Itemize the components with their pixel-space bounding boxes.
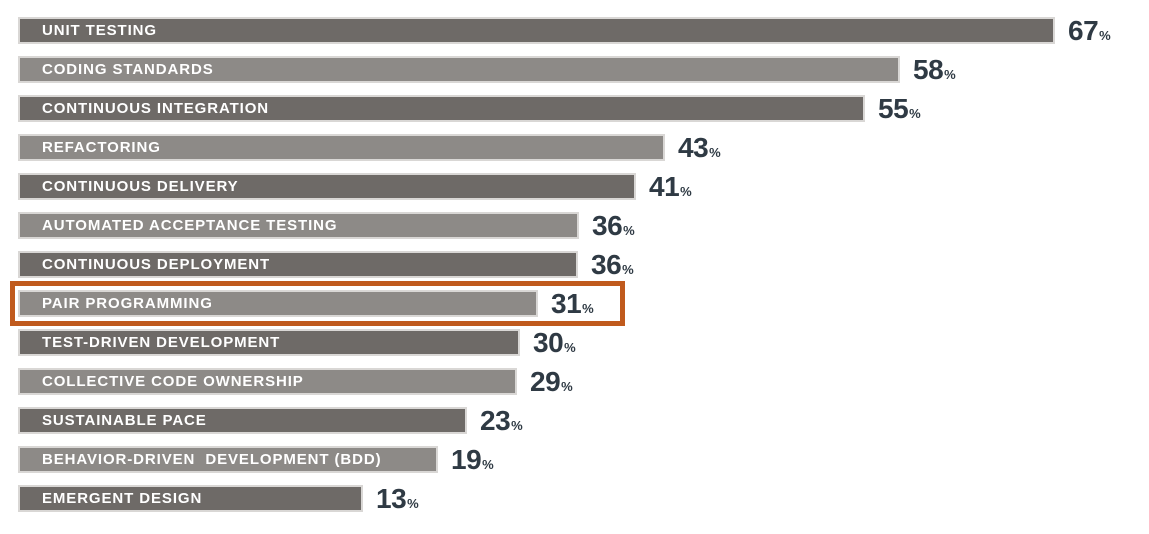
chart-row: PAIR PROGRAMMING 31 % bbox=[10, 281, 1149, 326]
percent-sign: % bbox=[564, 340, 576, 355]
value-number: 55 bbox=[878, 93, 909, 124]
chart-row: EMERGENT DESIGN 13 % bbox=[18, 483, 1149, 514]
chart-row: CONTINUOUS INTEGRATION 55 % bbox=[18, 93, 1149, 124]
bar-label: TEST-DRIVEN DEVELOPMENT bbox=[42, 333, 281, 351]
value-label: 41 % bbox=[649, 171, 692, 202]
percent-sign: % bbox=[1099, 28, 1111, 43]
bar: AUTOMATED ACCEPTANCE TESTING bbox=[18, 212, 579, 239]
value-label: 36 % bbox=[591, 249, 634, 280]
value-label: 67 % bbox=[1068, 15, 1111, 46]
percent-sign: % bbox=[407, 496, 419, 511]
value-label: 19 % bbox=[451, 444, 494, 475]
bar-label: CONTINUOUS DELIVERY bbox=[42, 177, 239, 195]
value-number: 36 bbox=[591, 249, 622, 280]
chart-row: COLLECTIVE CODE OWNERSHIP 29 % bbox=[18, 366, 1149, 397]
bar-label: AUTOMATED ACCEPTANCE TESTING bbox=[42, 216, 338, 234]
value-label: 31 % bbox=[551, 288, 594, 319]
bar: BEHAVIOR-DRIVEN DEVELOPMENT (BDD) bbox=[18, 446, 438, 473]
bar-label: UNIT TESTING bbox=[42, 21, 157, 39]
bar: TEST-DRIVEN DEVELOPMENT bbox=[18, 329, 520, 356]
bar-label: EMERGENT DESIGN bbox=[42, 489, 203, 507]
value-label: 13 % bbox=[376, 483, 419, 514]
chart-rows: UNIT TESTING 67 % CODING STANDARDS 58 % … bbox=[10, 15, 1149, 524]
chart-row: BEHAVIOR-DRIVEN DEVELOPMENT (BDD) 19 % bbox=[18, 444, 1149, 475]
value-number: 67 bbox=[1068, 15, 1099, 46]
bar: CONTINUOUS DELIVERY bbox=[18, 173, 636, 200]
bar: CONTINUOUS DEPLOYMENT bbox=[18, 251, 578, 278]
value-number: 19 bbox=[451, 444, 482, 475]
bar: CONTINUOUS INTEGRATION bbox=[18, 95, 865, 122]
percent-sign: % bbox=[482, 457, 494, 472]
value-label: 58 % bbox=[913, 54, 956, 85]
value-number: 23 bbox=[480, 405, 511, 436]
percent-sign: % bbox=[680, 184, 692, 199]
chart-row: AUTOMATED ACCEPTANCE TESTING 36 % bbox=[18, 210, 1149, 241]
bar-label: CODING STANDARDS bbox=[42, 60, 214, 78]
bar-label: CONTINUOUS DEPLOYMENT bbox=[42, 255, 271, 273]
value-number: 13 bbox=[376, 483, 407, 514]
value-label: 55 % bbox=[878, 93, 921, 124]
bar-label: SUSTAINABLE PACE bbox=[42, 411, 207, 429]
bar: COLLECTIVE CODE OWNERSHIP bbox=[18, 368, 517, 395]
bar: CODING STANDARDS bbox=[18, 56, 900, 83]
bar-label: REFACTORING bbox=[42, 138, 161, 156]
value-label: 29 % bbox=[530, 366, 573, 397]
percent-sign: % bbox=[582, 301, 594, 316]
value-number: 43 bbox=[678, 132, 709, 163]
bar: EMERGENT DESIGN bbox=[18, 485, 363, 512]
chart-row: CONTINUOUS DELIVERY 41 % bbox=[18, 171, 1149, 202]
chart-row: TEST-DRIVEN DEVELOPMENT 30 % bbox=[18, 327, 1149, 358]
value-number: 31 bbox=[551, 288, 582, 319]
percent-sign: % bbox=[623, 223, 635, 238]
value-number: 29 bbox=[530, 366, 561, 397]
percent-sign: % bbox=[709, 145, 721, 160]
bar: UNIT TESTING bbox=[18, 17, 1055, 44]
percent-sign: % bbox=[561, 379, 573, 394]
bar: SUSTAINABLE PACE bbox=[18, 407, 467, 434]
value-label: 43 % bbox=[678, 132, 721, 163]
percent-sign: % bbox=[622, 262, 634, 277]
value-number: 41 bbox=[649, 171, 680, 202]
chart-row: CODING STANDARDS 58 % bbox=[18, 54, 1149, 85]
chart-row: REFACTORING 43 % bbox=[18, 132, 1149, 163]
bar-label: CONTINUOUS INTEGRATION bbox=[42, 99, 270, 117]
value-number: 58 bbox=[913, 54, 944, 85]
percent-sign: % bbox=[909, 106, 921, 121]
bar-label: COLLECTIVE CODE OWNERSHIP bbox=[42, 372, 304, 390]
bar: PAIR PROGRAMMING bbox=[18, 290, 538, 317]
bar-label: BEHAVIOR-DRIVEN DEVELOPMENT (BDD) bbox=[42, 450, 382, 468]
chart-row: SUSTAINABLE PACE 23 % bbox=[18, 405, 1149, 436]
value-label: 23 % bbox=[480, 405, 523, 436]
value-label: 30 % bbox=[533, 327, 576, 358]
bar: REFACTORING bbox=[18, 134, 665, 161]
value-number: 36 bbox=[592, 210, 623, 241]
value-number: 30 bbox=[533, 327, 564, 358]
percent-sign: % bbox=[944, 67, 956, 82]
value-label: 36 % bbox=[592, 210, 635, 241]
percent-sign: % bbox=[511, 418, 523, 433]
bar-label: PAIR PROGRAMMING bbox=[42, 294, 213, 312]
chart-row: CONTINUOUS DEPLOYMENT 36 % bbox=[18, 249, 1149, 280]
chart-row: UNIT TESTING 67 % bbox=[18, 15, 1149, 46]
